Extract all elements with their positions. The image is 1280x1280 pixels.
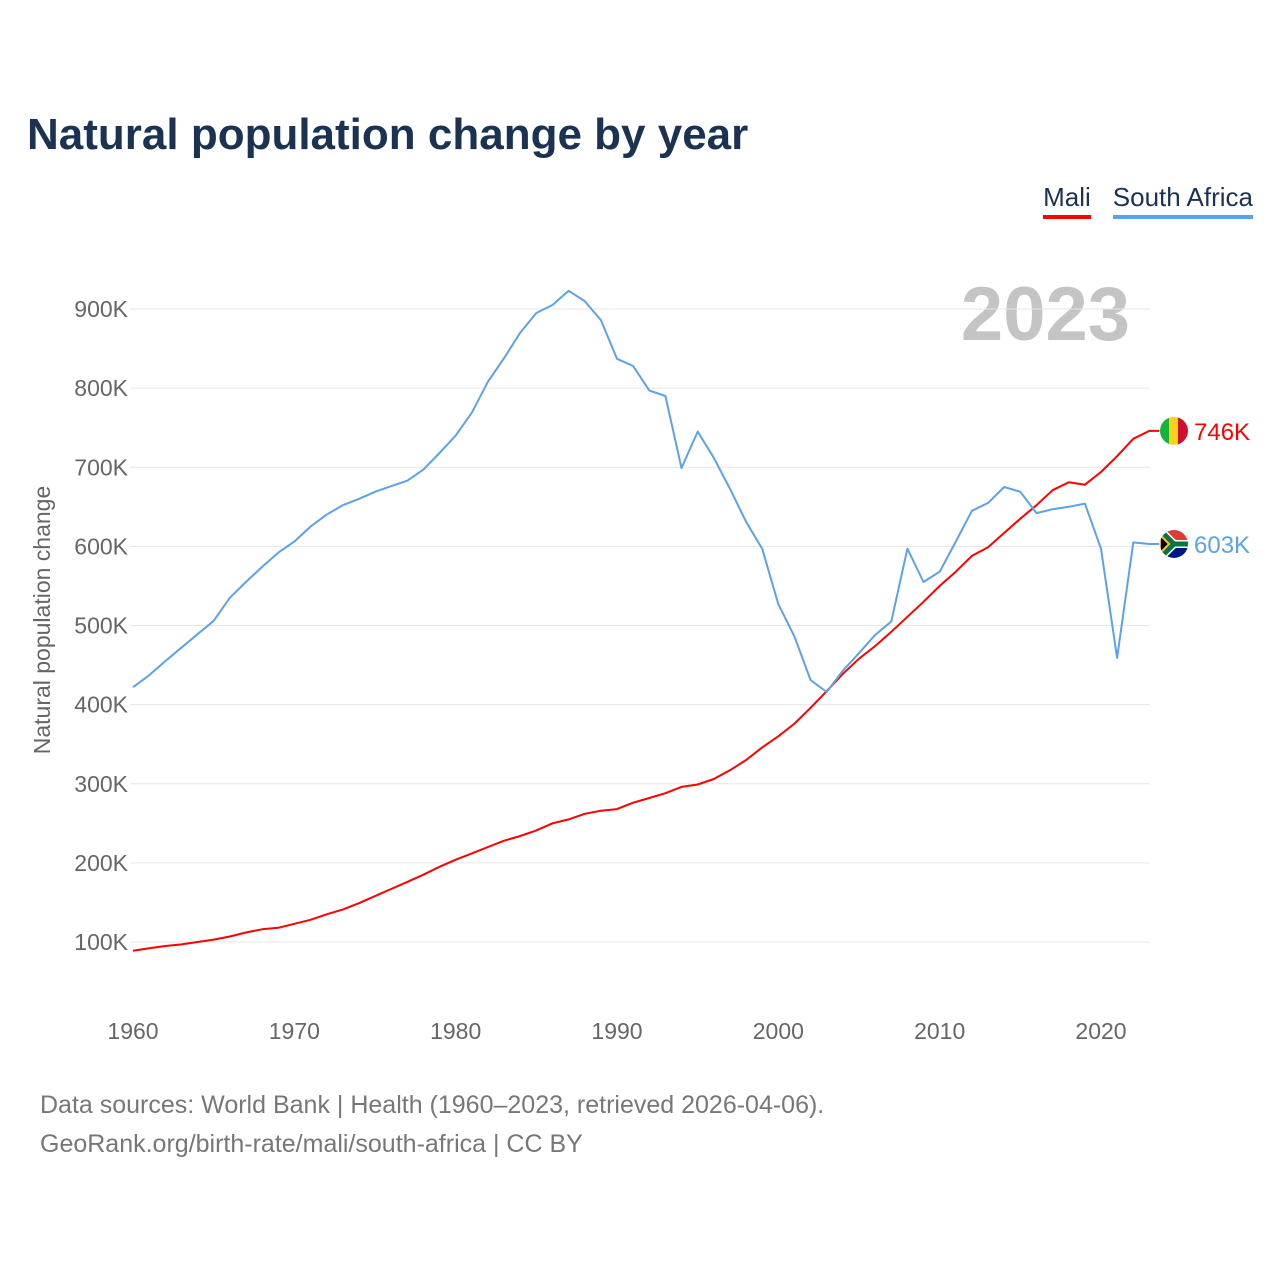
y-tick-label: 100K: [74, 929, 128, 955]
legend-mali[interactable]: Mali: [1043, 182, 1091, 219]
flag-stripe: [1169, 416, 1179, 445]
x-tick-label: 1980: [430, 1018, 481, 1044]
y-tick-label: 800K: [74, 375, 128, 401]
mali-flag-icon: [1160, 416, 1188, 445]
chart-title: Natural population change by year: [27, 110, 749, 159]
legend: Mali South Africa: [1043, 182, 1253, 219]
flag-body: [1160, 530, 1188, 558]
footer-sources: Data sources: World Bank | Health (1960–…: [40, 1091, 825, 1119]
y-tick-label: 300K: [74, 771, 128, 797]
flag-stripe: [1160, 416, 1170, 445]
x-tick-label: 2000: [753, 1018, 804, 1044]
x-tick-label: 1970: [269, 1018, 320, 1044]
flag-body: [1160, 416, 1188, 445]
series-line-south-africa: [132, 289, 1160, 693]
x-tick-label: 1960: [107, 1018, 158, 1044]
legend-south-africa[interactable]: South Africa: [1112, 182, 1253, 219]
x-tick-label: 2010: [914, 1018, 965, 1044]
y-axis-label: Natural population change: [29, 486, 55, 755]
y-tick-label: 200K: [74, 850, 128, 876]
y-tick-label: 700K: [74, 454, 128, 480]
year-watermark: 2023: [961, 272, 1130, 357]
footer-link[interactable]: GeoRank.org/birth-rate/mali/south-africa…: [40, 1130, 583, 1158]
y-tick-label: 600K: [74, 533, 128, 559]
flag-stripe: [1178, 416, 1188, 445]
y-tick-label: 400K: [74, 692, 128, 718]
end-value-label: 746K: [1194, 419, 1250, 446]
y-tick-label: 500K: [74, 613, 128, 639]
flag-stripe: [1160, 532, 1171, 556]
x-tick-label: 2020: [1075, 1018, 1126, 1044]
x-tick-label: 1990: [591, 1018, 642, 1044]
series-line-mali: [132, 429, 1160, 952]
y-tick-label: 900K: [74, 296, 128, 322]
end-value-label: 603K: [1194, 532, 1250, 559]
footer: Data sources: World Bank | Health (1960–…: [40, 1086, 824, 1164]
south-africa-flag-icon: [1160, 530, 1188, 558]
